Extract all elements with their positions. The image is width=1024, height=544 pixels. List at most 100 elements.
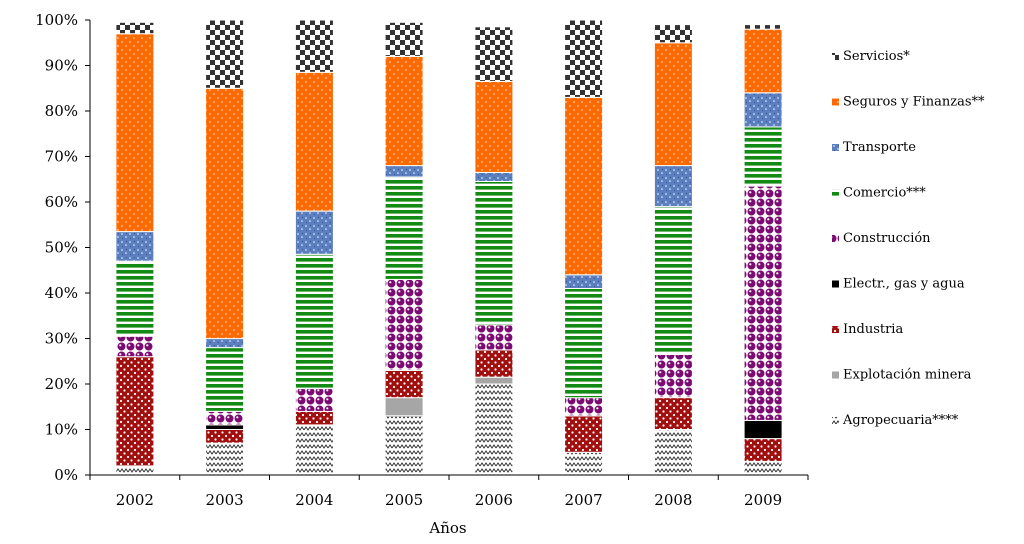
bar-2009-seguros-y-finanzas <box>743 28 783 94</box>
bar-2005-transporte <box>384 165 424 178</box>
legend: Servicios* Seguros y Finanzas** Transporte… <box>832 49 985 428</box>
y-tick-label: 50% <box>45 239 78 257</box>
x-tick-label-2008: 2008 <box>654 491 692 509</box>
legend-swatch-servicios <box>832 53 839 60</box>
bar-2009-comercio <box>743 126 783 187</box>
plot-area <box>115 19 783 476</box>
bar-2004-agropecuaria <box>294 424 334 476</box>
bar-2008-servicios <box>653 24 693 44</box>
bar-2003-servicios <box>205 19 245 89</box>
bar-2007-agropecuaria <box>564 451 604 476</box>
bar-2008-transporte <box>653 165 693 208</box>
bar-2002-construccion <box>115 335 155 358</box>
bar-2002-agropecuaria <box>115 465 155 476</box>
bar-2005-explotacion-minera <box>384 397 424 417</box>
bar-2006-transporte <box>474 171 514 182</box>
bar-2002-comercio <box>115 260 155 337</box>
legend-swatch-comercio <box>832 189 839 197</box>
y-tick-label: 70% <box>45 148 78 166</box>
bar-2007-seguros-y-finanzas <box>564 96 604 276</box>
bar-2008-seguros-y-finanzas <box>653 42 693 167</box>
bar-2009-industria <box>743 438 783 462</box>
y-tick-label: 80% <box>45 102 78 120</box>
bar-2007-construccion <box>564 397 604 417</box>
legend-label-agropecuaria: Agropecuaria**** <box>842 413 959 428</box>
bar-2005-comercio <box>384 176 424 280</box>
x-tick-label-2009: 2009 <box>744 491 782 509</box>
legend-label-industria: Industria <box>843 322 903 337</box>
bar-2006-agropecuaria <box>474 383 514 476</box>
legend-label-seguros-y-finanzas: Seguros y Finanzas** <box>843 95 985 110</box>
bar-2002-seguros-y-finanzas <box>115 33 155 233</box>
y-tick-label: 0% <box>54 466 78 484</box>
bar-2005-servicios <box>384 21 424 57</box>
legend-label-transporte: Transporte <box>843 140 916 155</box>
bar-2007-transporte <box>564 274 604 289</box>
legend-label-servicios: Servicios* <box>843 49 910 64</box>
legend-swatch-industria <box>832 326 839 333</box>
legend-swatch-explotacion-minera <box>832 371 839 379</box>
legend-label-electr-gas-y-agua: Electr., gas y agua <box>843 277 965 292</box>
legend-swatch-agropecuaria <box>832 417 839 424</box>
bar-2003-construccion <box>205 410 245 426</box>
legend-swatch-seguros-y-finanzas <box>832 98 839 106</box>
y-tick-label: 100% <box>35 11 78 29</box>
legend-swatch-construccion <box>832 235 839 242</box>
bar-2003-comercio <box>205 347 245 412</box>
bar-2002-transporte <box>115 231 155 262</box>
bar-2005-construccion <box>384 278 424 371</box>
bar-2004-construccion <box>294 388 334 412</box>
legend-label-comercio: Comercio*** <box>843 186 926 201</box>
bar-2009-transporte <box>743 92 783 128</box>
x-tick-label-2002: 2002 <box>116 491 154 509</box>
bar-2004-industria <box>294 410 334 426</box>
bar-2003-seguros-y-finanzas <box>205 87 245 340</box>
bar-2008-comercio <box>653 206 693 355</box>
y-tick-label: 90% <box>45 57 78 75</box>
legend-swatch-transporte <box>832 144 839 151</box>
bar-2006-comercio <box>474 181 514 326</box>
bar-2008-construccion <box>653 353 693 399</box>
bar-2006-construccion <box>474 324 514 351</box>
bar-2008-industria <box>653 397 693 431</box>
bar-2005-seguros-y-finanzas <box>384 55 424 167</box>
bar-2005-agropecuaria <box>384 415 424 476</box>
bar-2007-servicios <box>564 19 604 98</box>
bar-2002-industria <box>115 356 155 467</box>
bar-2005-industria <box>384 369 424 399</box>
bar-2009-construccion <box>743 185 783 421</box>
bar-2003-transporte <box>205 338 245 349</box>
y-tick-label: 30% <box>45 330 78 348</box>
x-tick-label-2005: 2005 <box>385 491 423 509</box>
bar-2004-transporte <box>294 210 334 255</box>
legend-swatch-electr-gas-y-agua <box>832 280 839 288</box>
y-tick-label: 10% <box>45 421 78 439</box>
legend-label-construccion: Construcción <box>843 231 931 246</box>
x-tick-label-2006: 2006 <box>475 491 513 509</box>
bar-2004-comercio <box>294 253 334 389</box>
bar-2009-agropecuaria <box>743 460 783 476</box>
bar-2002-servicios <box>115 21 155 35</box>
x-tick-label-2003: 2003 <box>206 491 244 509</box>
bar-2006-servicios <box>474 26 514 82</box>
y-tick-label: 40% <box>45 284 78 302</box>
bar-2004-servicios <box>294 19 334 73</box>
y-tick-label: 20% <box>45 375 78 393</box>
bar-2008-agropecuaria <box>653 429 693 476</box>
bar-2006-explotacion-minera <box>474 376 514 385</box>
x-tick-label-2007: 2007 <box>565 491 603 509</box>
bar-2009-servicios <box>743 24 783 30</box>
x-axis-title: Años <box>428 519 466 537</box>
bar-2004-seguros-y-finanzas <box>294 71 334 212</box>
bar-2009-electr-gas-y-agua <box>743 419 783 440</box>
bar-2007-industria <box>564 415 604 453</box>
axes: 0% 10% 20% 30% 40% 50% 60% 70% 80% 90% 100% 2002 200… <box>35 11 809 509</box>
y-tick-label: 60% <box>45 193 78 211</box>
bar-2006-seguros-y-finanzas <box>474 80 514 173</box>
legend-label-explotacion-minera: Explotación minera <box>843 368 972 383</box>
x-tick-label-2004: 2004 <box>295 491 333 509</box>
bar-2006-industria <box>474 349 514 378</box>
bar-2007-comercio <box>564 288 604 399</box>
